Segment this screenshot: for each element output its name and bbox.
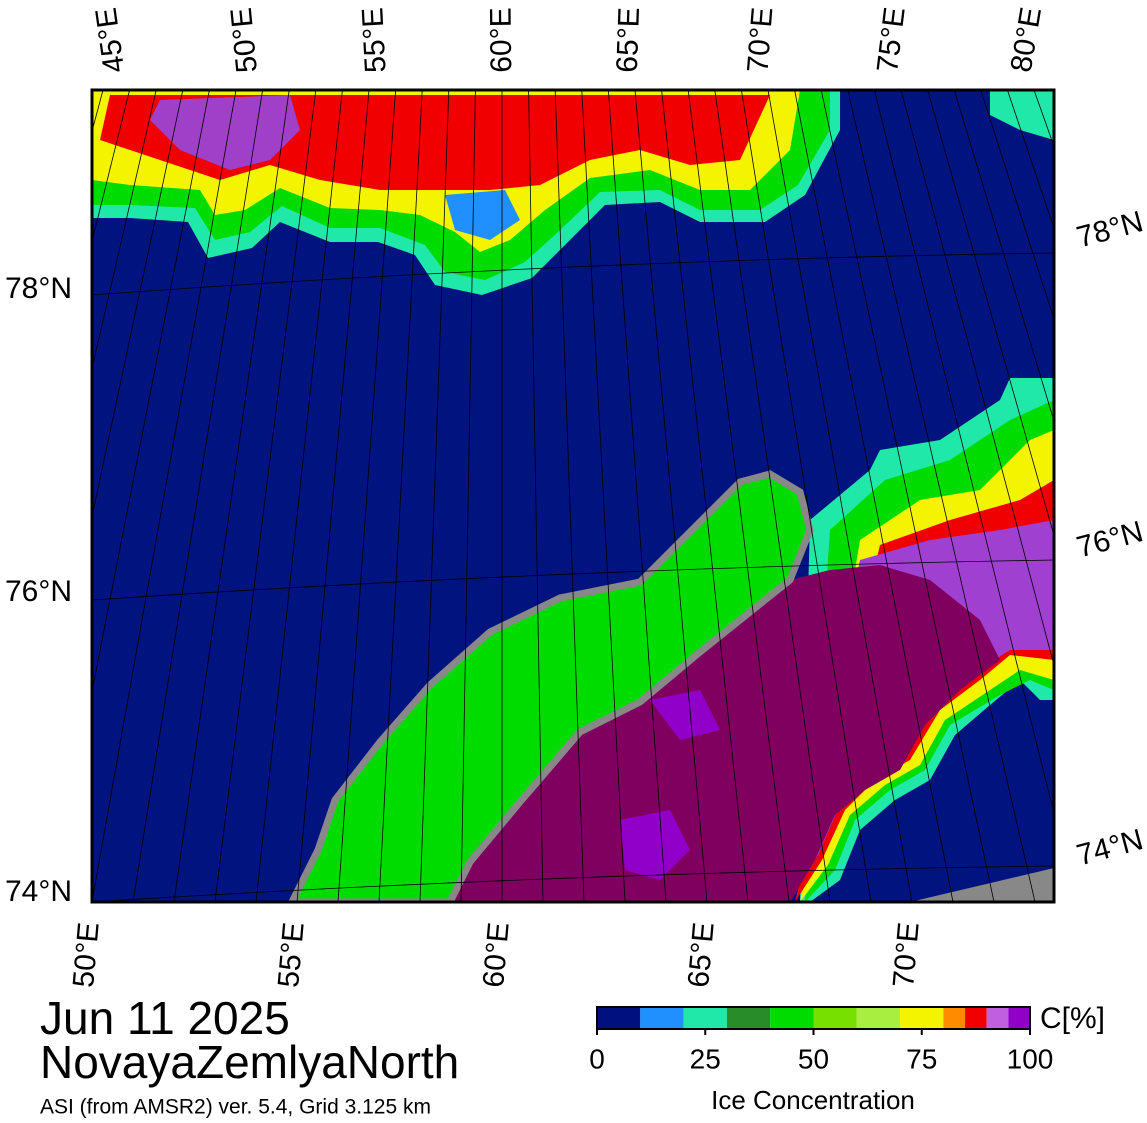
colorbar-tick-label: 50 [798,1043,829,1074]
region: NovayaZemlyaNorth [40,1036,459,1088]
ice-patch [620,810,690,880]
colorbar-tick-label: 100 [1007,1043,1054,1074]
colorbar-segment [900,1007,944,1029]
meridian [528,90,544,902]
meridian [794,90,954,902]
colorbar-segment [986,1007,1009,1029]
colorbar-segment [965,1007,987,1029]
meridian [419,90,450,902]
meridian [337,90,396,902]
ice-purple [150,95,300,170]
ice-pack [450,565,1000,902]
colorbar-segment [1008,1007,1030,1029]
meridian [255,90,343,902]
lon-label: 80°E [1005,5,1048,75]
meridian [173,90,290,902]
lon-label: 65°E [682,921,721,989]
lat-label: 76°N [5,575,72,608]
lat-label: 76°N [1073,515,1146,564]
map-area [0,90,1147,902]
subtitle: ASI (from AMSR2) ver. 5.4, Grid 3.125 km [40,1096,431,1119]
meridian [92,90,157,371]
meridian [92,90,237,902]
meridian [378,90,423,902]
colorbar-tick-label: 75 [906,1043,937,1074]
lon-label: 50°E [67,921,106,989]
meridian [953,90,1054,423]
lon-label: 70°E [887,921,926,989]
lon-label: 60°E [477,921,516,989]
lon-label: 55°E [356,7,392,74]
lat-label: 74°N [5,875,72,908]
meridian [0,90,50,902]
meridian [634,90,708,902]
lon-label: 60°E [485,7,519,73]
lon-label: 70°E [741,6,779,74]
meridian [661,90,749,902]
colorbar-segment [683,1007,727,1029]
meridian [1140,90,1147,902]
meridian [980,90,1054,321]
lat-label: 74°N [1073,823,1146,872]
meridian [92,90,184,519]
colorbar-tick-label: 0 [589,1043,605,1074]
meridian [741,90,872,902]
meridian [554,90,585,902]
land [288,470,814,902]
colorbar-segment [813,1007,857,1029]
meridian [92,90,210,694]
colorbar-segment [597,1007,641,1029]
parallel [92,865,1054,902]
meridian [608,90,667,902]
colorbar: 0 25 50 75 100 [589,1006,1054,1074]
meridian [0,90,76,902]
meridian [874,90,1054,816]
meridian [296,90,370,902]
meridian [927,90,1054,537]
colorbar-segment [770,1007,814,1029]
meridian [687,90,790,902]
meridian [92,90,104,133]
meridian [820,90,995,902]
date: Jun 11 2025 [40,992,290,1044]
map-frame [90,88,1056,904]
meridian [214,90,317,902]
lon-label: 55°E [272,921,311,989]
meridian [714,90,831,902]
meridian [581,90,626,902]
lon-label: 50°E [225,6,264,74]
lat-label: 78°N [5,272,72,305]
lat-label: 78°N [1073,205,1146,254]
land-edge [910,868,1054,902]
meridian [92,90,130,244]
colorbar-segment [943,1007,966,1029]
meridian [0,90,23,902]
colorbar-unit: C[%] [1040,1002,1105,1035]
parallel [92,559,1054,601]
meridian [900,90,1054,667]
lon-label: 45°E [90,6,132,75]
ice-patch [650,690,720,740]
water-pocket [445,190,520,240]
ice-corner [990,90,1054,140]
meridian [767,90,913,902]
meridian [460,90,476,902]
colorbar-segment [856,1007,901,1029]
lon-label: 65°E [611,7,646,74]
colorbar-label: Ice Concentration [711,1085,915,1115]
graticule [0,90,1147,902]
colorbar-segment [640,1007,684,1029]
lon-label: 75°E [871,5,912,74]
meridian [847,90,1036,902]
colorbar-tick-label: 25 [690,1043,721,1074]
colorbar-segment [726,1007,771,1029]
meridian [132,90,263,902]
